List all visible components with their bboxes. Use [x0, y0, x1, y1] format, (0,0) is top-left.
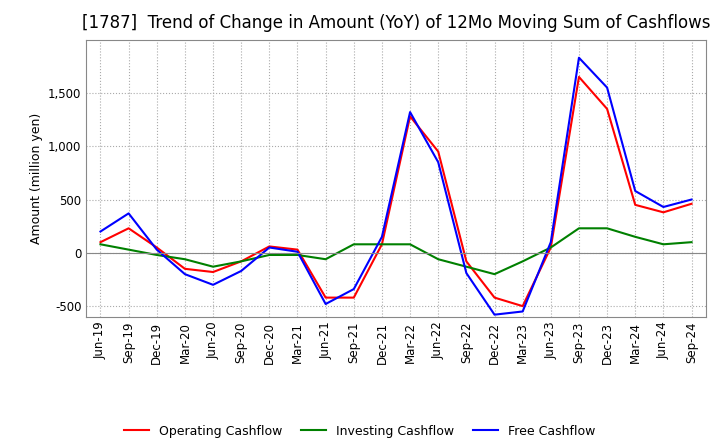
Free Cashflow	[293, 249, 302, 254]
Operating Cashflow	[631, 202, 639, 208]
Operating Cashflow	[462, 259, 471, 264]
Operating Cashflow	[406, 114, 415, 119]
Investing Cashflow	[237, 259, 246, 264]
Free Cashflow	[518, 309, 527, 314]
Investing Cashflow	[96, 242, 105, 247]
Investing Cashflow	[321, 257, 330, 262]
Operating Cashflow	[603, 106, 611, 111]
Operating Cashflow	[153, 245, 161, 250]
Operating Cashflow	[237, 259, 246, 264]
Investing Cashflow	[153, 252, 161, 257]
Free Cashflow	[265, 245, 274, 250]
Investing Cashflow	[349, 242, 358, 247]
Investing Cashflow	[434, 257, 443, 262]
Operating Cashflow	[125, 226, 133, 231]
Operating Cashflow	[321, 295, 330, 300]
Investing Cashflow	[181, 257, 189, 262]
Investing Cashflow	[659, 242, 667, 247]
Operating Cashflow	[575, 74, 583, 80]
Investing Cashflow	[603, 226, 611, 231]
Operating Cashflow	[181, 266, 189, 271]
Investing Cashflow	[575, 226, 583, 231]
Operating Cashflow	[518, 304, 527, 309]
Operating Cashflow	[659, 210, 667, 215]
Investing Cashflow	[377, 242, 386, 247]
Title: [1787]  Trend of Change in Amount (YoY) of 12Mo Moving Sum of Cashflows: [1787] Trend of Change in Amount (YoY) o…	[82, 15, 710, 33]
Investing Cashflow	[209, 264, 217, 269]
Operating Cashflow	[490, 295, 499, 300]
Operating Cashflow	[546, 245, 555, 250]
Investing Cashflow	[687, 239, 696, 245]
Investing Cashflow	[518, 259, 527, 264]
Investing Cashflow	[462, 264, 471, 269]
Free Cashflow	[321, 301, 330, 307]
Operating Cashflow	[687, 201, 696, 206]
Free Cashflow	[153, 247, 161, 252]
Free Cashflow	[462, 271, 471, 276]
Free Cashflow	[546, 239, 555, 245]
Investing Cashflow	[265, 252, 274, 257]
Y-axis label: Amount (million yen): Amount (million yen)	[30, 113, 42, 244]
Free Cashflow	[377, 234, 386, 239]
Free Cashflow	[659, 204, 667, 209]
Operating Cashflow	[434, 149, 443, 154]
Investing Cashflow	[546, 245, 555, 250]
Investing Cashflow	[490, 271, 499, 277]
Operating Cashflow	[293, 247, 302, 252]
Free Cashflow	[575, 55, 583, 60]
Free Cashflow	[349, 286, 358, 292]
Investing Cashflow	[406, 242, 415, 247]
Investing Cashflow	[293, 252, 302, 257]
Operating Cashflow	[265, 244, 274, 249]
Free Cashflow	[209, 282, 217, 287]
Free Cashflow	[125, 211, 133, 216]
Free Cashflow	[434, 160, 443, 165]
Free Cashflow	[237, 268, 246, 274]
Operating Cashflow	[377, 242, 386, 247]
Free Cashflow	[181, 271, 189, 277]
Legend: Operating Cashflow, Investing Cashflow, Free Cashflow: Operating Cashflow, Investing Cashflow, …	[120, 420, 600, 440]
Investing Cashflow	[631, 234, 639, 239]
Operating Cashflow	[96, 239, 105, 245]
Free Cashflow	[490, 312, 499, 317]
Line: Free Cashflow: Free Cashflow	[101, 58, 691, 315]
Operating Cashflow	[209, 269, 217, 275]
Free Cashflow	[631, 188, 639, 194]
Free Cashflow	[603, 85, 611, 90]
Free Cashflow	[687, 197, 696, 202]
Free Cashflow	[96, 229, 105, 234]
Investing Cashflow	[125, 247, 133, 252]
Free Cashflow	[406, 110, 415, 115]
Line: Operating Cashflow: Operating Cashflow	[101, 77, 691, 306]
Line: Investing Cashflow: Investing Cashflow	[101, 228, 691, 274]
Operating Cashflow	[349, 295, 358, 300]
